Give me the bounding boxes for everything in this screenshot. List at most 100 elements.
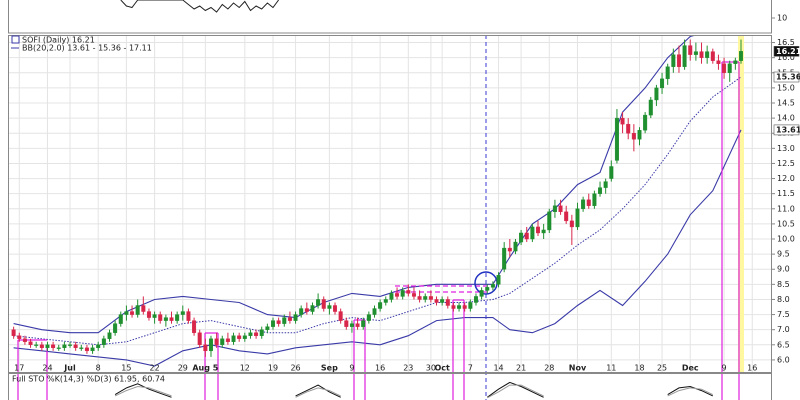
candle-body [141,305,146,312]
candle-body [417,296,422,300]
candle-body [333,305,338,312]
resistance-line [395,285,487,293]
x-tick-label: 28 [544,364,554,373]
candle-body [39,344,44,349]
x-tick-label: 29 [178,364,188,373]
price-tag: 13.61 [776,125,800,134]
x-tick-label: Oct [434,364,450,373]
price-tag: 15.36 [776,73,800,82]
top-frame [8,0,772,34]
candle-body [299,308,304,315]
candle-body [349,323,354,327]
candle-body [524,232,529,240]
grid [8,35,772,372]
candle-body [130,311,135,315]
candle-body [118,314,123,324]
candle-body [507,247,512,252]
y-tick-label: 16.5 [777,38,795,47]
candle-body [51,344,56,349]
candle-body [146,311,151,318]
candle-body [473,296,478,303]
candle-body [203,344,208,352]
candle-body [434,299,439,303]
indicator-line [120,0,280,13]
candle-body [90,347,95,352]
candles [11,39,743,357]
panel-frames [8,0,772,400]
candle-body [304,308,309,312]
x-tick-label: 17 [14,364,24,373]
candle-body [558,205,563,213]
x-tick-label: Nov [569,364,587,373]
candle-body [113,323,118,333]
candle-body [716,60,721,64]
candle-body [107,332,112,339]
candle-body [451,305,456,309]
candle-body [660,78,665,89]
candle-body [316,299,321,306]
candle-body [552,205,557,213]
candle-body [485,287,490,291]
x-tick-label: 25 [657,364,667,373]
candle-body [68,344,73,346]
candle-body [22,338,27,342]
sto-frame [8,373,772,400]
legend-sto: Full STO %K(14,3) %D(3) 61.95, 60.74 [12,375,165,384]
legend-icon [11,35,20,44]
axis-labels: 6.0 6.5 7.0 7.5 8.0 8.5 9.0 9.5 10.0 10.5 11.0 11.5… [14,14,800,373]
x-tick-label: 19 [268,364,278,373]
x-tick-label: 14 [493,364,503,373]
candle-body [637,130,642,140]
candle-body [271,320,276,327]
candle-body [490,284,495,288]
candle-body [411,293,416,297]
candle-body [11,329,16,336]
candle-body [609,166,614,179]
candle-body [79,347,84,349]
candle-body [231,335,236,342]
candle-body [643,114,648,131]
y-tick-label: 11.5 [777,189,795,198]
candle-body [727,63,732,73]
band-middle [13,76,742,346]
candle-body [265,326,270,330]
candle-body [372,308,377,315]
candle-body [598,187,603,194]
highlight-box [452,299,465,400]
x-tick-label: 9 [349,364,354,373]
x-tick-label: 11 [606,364,616,373]
candle-body [169,317,174,321]
candle-body [389,293,394,300]
candle-body [366,314,371,321]
candle-body [440,299,445,303]
x-tick-label: Dec [682,364,699,373]
candle-body [34,344,39,346]
candle-body [220,338,225,345]
sto-panel [114,381,714,399]
candle-body [254,332,259,336]
x-tick-label: 15 [121,364,131,373]
candle-body [445,299,450,306]
candle-body [242,335,247,339]
candle-body [614,117,619,161]
last-bar-highlight [738,35,744,372]
candle-body [688,45,693,55]
x-tick-label: 8 [96,364,101,373]
candle-body [603,181,608,188]
candle-body [17,335,22,339]
candle-body [158,314,163,321]
candle-body [581,199,586,209]
candle-body [648,99,653,116]
price-tag-box [773,71,800,83]
x-tick-label: 22 [150,364,160,373]
candle-body [693,51,698,55]
candle-body [321,299,326,309]
candle-body [135,305,140,315]
candle-body [152,314,157,318]
candle-body [175,314,180,321]
candle-body [564,211,569,222]
candle-body [671,54,676,67]
candle-body [547,211,552,231]
candle-body [327,305,332,309]
candle-body [462,305,467,309]
